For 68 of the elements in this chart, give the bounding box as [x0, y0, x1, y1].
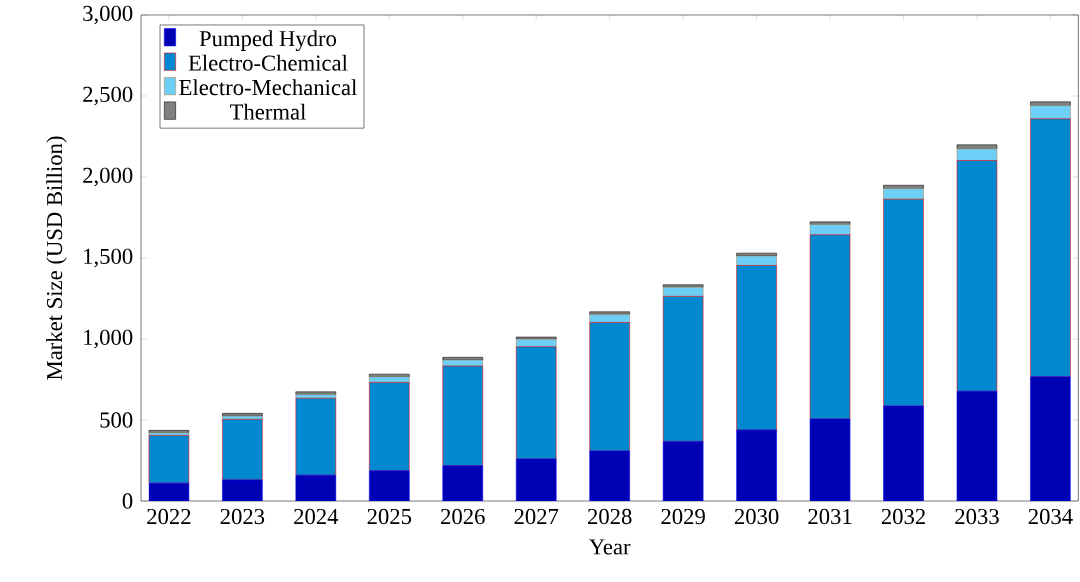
y-tick-label: 2,000: [83, 167, 133, 187]
bar: [956, 144, 998, 150]
y-tick-label: 3,000: [83, 5, 133, 25]
bar: [515, 346, 557, 460]
bar: [810, 419, 851, 501]
bar: [442, 465, 483, 501]
bar: [883, 406, 924, 501]
bar: [369, 470, 410, 501]
x-tick-label: 2031: [808, 508, 852, 525]
bar: [295, 391, 337, 395]
bar: [809, 234, 851, 420]
bar: [956, 160, 998, 392]
bar: [736, 252, 777, 257]
bar: [1030, 118, 1071, 378]
y-tick-label: 0: [122, 493, 133, 509]
x-tick-label: 2032: [881, 508, 925, 525]
bar: [663, 441, 704, 501]
x-tick-label: 2023: [220, 508, 265, 525]
x-tick-label: 2024: [294, 508, 339, 525]
legend-label: Thermal: [229, 103, 306, 120]
bar: [662, 296, 704, 442]
bar: [589, 314, 630, 323]
bar: [736, 430, 777, 501]
x-tick-label: 2029: [661, 508, 705, 525]
y-tick-label: 1,000: [84, 329, 133, 349]
bar: [1030, 376, 1071, 501]
x-tick-label: 2022: [147, 508, 191, 525]
x-tick-label: 2030: [734, 508, 779, 525]
bar: [662, 284, 704, 288]
y-axis-title: Market Size (USD Billion): [46, 136, 67, 380]
bar: [1030, 101, 1071, 106]
bar: [369, 376, 410, 383]
bar: [369, 382, 410, 471]
x-tick-label: 2026: [441, 508, 485, 525]
bar: [809, 224, 851, 236]
bar: [442, 365, 484, 466]
bar: [515, 336, 557, 340]
bar: [662, 286, 704, 297]
bar: [516, 459, 557, 501]
y-tick-label: 500: [100, 412, 133, 428]
bar: [809, 221, 851, 225]
y-tick-label: 1,500: [84, 248, 133, 268]
bar: [295, 475, 336, 501]
legend-label: Pumped Hydro: [199, 30, 337, 51]
bar: [956, 148, 998, 161]
y-tick-label: 2,500: [83, 86, 133, 106]
bar: [589, 311, 630, 315]
bar: [1030, 105, 1071, 120]
bar: [589, 322, 630, 452]
bar: [442, 359, 484, 367]
bar: [736, 265, 777, 431]
bar: [589, 451, 630, 501]
x-tick-label: 2025: [367, 508, 412, 525]
bar: [295, 394, 337, 399]
x-tick-label: 2033: [955, 508, 999, 525]
bar: [883, 198, 924, 407]
x-tick-label: 2028: [588, 508, 632, 525]
bar: [148, 435, 190, 484]
x-tick-label: 2034: [1028, 508, 1073, 525]
x-axis-title: Year: [589, 539, 631, 555]
legend-label: Electro-Mechanical: [179, 79, 357, 96]
bar: [883, 188, 924, 200]
legend-label: Electro-Chemical: [188, 54, 348, 71]
bar: [222, 419, 263, 481]
x-tick-label: 2027: [514, 508, 559, 525]
bar: [736, 255, 777, 266]
bar: [956, 391, 997, 501]
bar: [295, 398, 337, 476]
